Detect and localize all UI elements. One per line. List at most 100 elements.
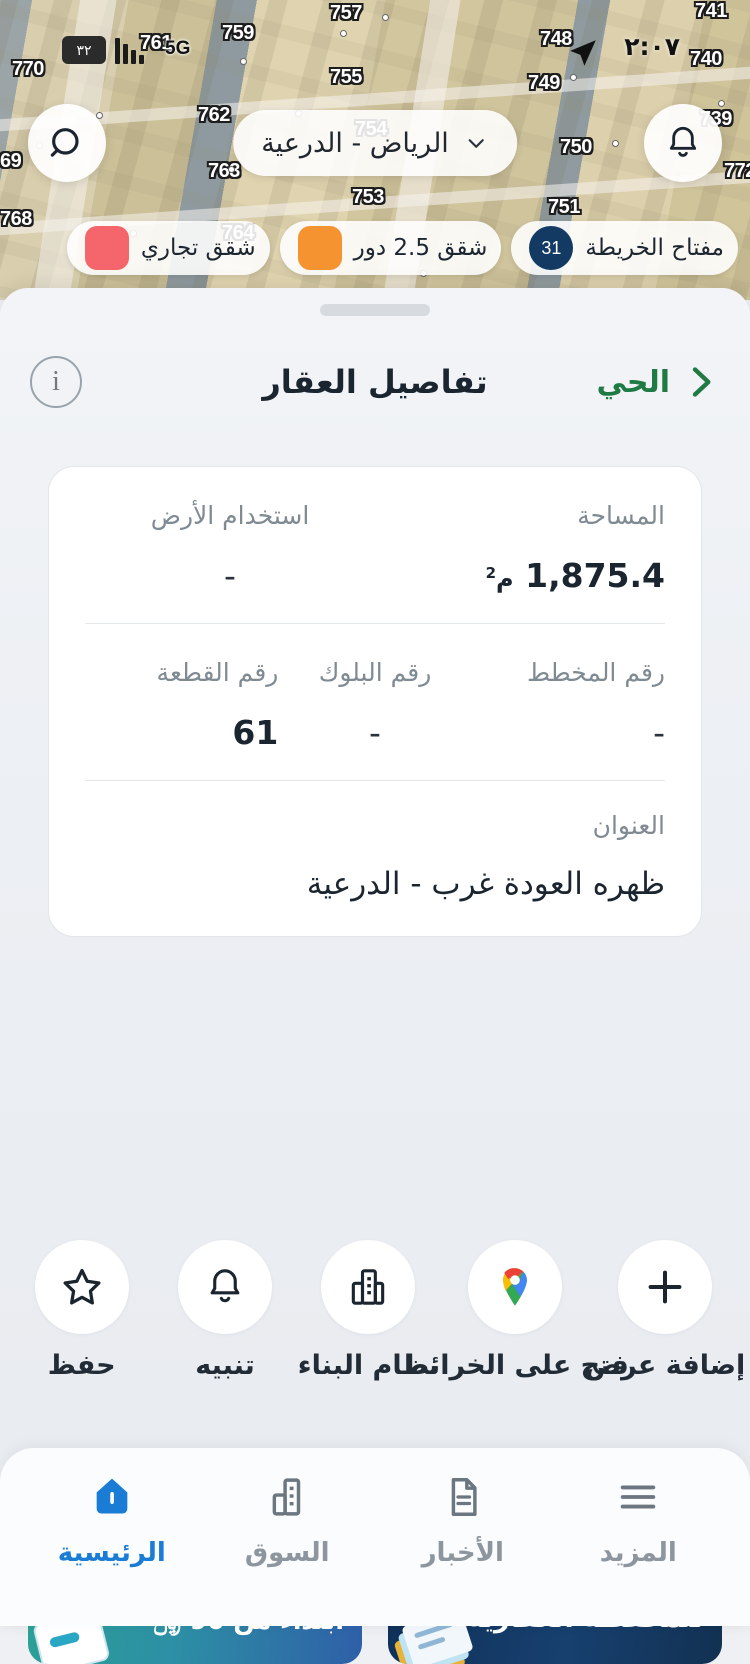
map-legend-chip[interactable]: مفتاح الخريطة 31	[511, 221, 738, 275]
action-label: نظام البناء	[297, 1350, 439, 1381]
map-plot-number: 740	[690, 48, 722, 70]
map-plot-number: 755	[330, 66, 362, 88]
map-plot-number: 763	[208, 160, 240, 182]
map-plot-number: 748	[540, 28, 572, 50]
signal-bars-icon	[115, 36, 144, 64]
bell-icon	[669, 126, 697, 157]
info-glyph: i	[52, 366, 60, 397]
nav-label: المزيد	[599, 1538, 677, 1568]
buildings-icon	[264, 1474, 310, 1524]
clock: ٢:٠٧	[624, 32, 680, 61]
detail-row-area: المساحة 1,875.4 م2 استخدام الأرض -	[85, 467, 665, 623]
map-plot-number: 749	[528, 72, 560, 94]
map-plot-number: 761	[140, 32, 172, 54]
detail-value: -	[369, 713, 381, 752]
legend-color-swatch	[84, 226, 129, 270]
action-label: إضافة عرض	[584, 1350, 746, 1381]
back-label: الحي	[596, 364, 670, 400]
sheet-drag-handle[interactable]	[320, 304, 430, 316]
map-notifications-button[interactable]	[644, 104, 722, 182]
property-details-sheet: الحي تفاصيل العقار i المساحة 1,875.4 م2 …	[0, 288, 750, 1664]
location-arrow-icon	[566, 36, 600, 74]
city-selector[interactable]: الرياض - الدرعية	[233, 110, 517, 176]
action-label: حفظ	[47, 1350, 116, 1381]
detail-cell-land-use: استخدام الأرض -	[85, 501, 375, 595]
detail-key: رقم البلوك	[318, 658, 432, 687]
action-star[interactable]: حفظ	[10, 1240, 153, 1381]
detail-row-address: العنوان ظهره العودة غرب - الدرعية	[85, 780, 665, 936]
plus-icon	[618, 1240, 712, 1334]
nav-item-home-pin[interactable]: الرئيسية	[24, 1474, 200, 1568]
legend-count-badge: 31	[529, 226, 574, 270]
map-plot-number: 753	[352, 186, 384, 208]
detail-key: استخدام الأرض	[150, 501, 310, 530]
map-plot-number: 770	[12, 58, 44, 80]
map-legend-chip[interactable]: شقق تجاري	[66, 221, 270, 275]
property-detail-card: المساحة 1,875.4 م2 استخدام الأرض - رقم ا…	[48, 466, 702, 937]
action-bell[interactable]: تنبيه	[153, 1240, 296, 1381]
chevron-right-icon	[692, 367, 711, 397]
nav-item-hamburger-menu[interactable]: المزيد	[551, 1474, 727, 1568]
detail-value: 61	[232, 713, 279, 752]
map-plot-number: 751	[548, 196, 580, 218]
detail-cell-plan-number: رقم المخطط -	[472, 658, 665, 752]
home-pin-icon	[89, 1474, 135, 1524]
network-label: 5G	[165, 38, 191, 59]
star-icon	[34, 1240, 129, 1334]
map-plot-number: 69	[0, 150, 22, 172]
map-legend-chip[interactable]: شقق 2.5 دور	[279, 221, 502, 275]
detail-key: المساحة	[577, 501, 665, 530]
action-building[interactable]: نظام البناء	[297, 1240, 440, 1381]
legend-label: مفتاح الخريطة	[585, 235, 724, 261]
nav-label: الرئيسية	[57, 1538, 166, 1568]
legend-label: شقق 2.5 دور	[353, 235, 488, 261]
google-maps-pin-icon	[468, 1240, 562, 1334]
info-icon[interactable]: i	[30, 356, 82, 408]
detail-row-numbers: رقم المخطط - رقم البلوك - رقم القطعة 61	[85, 623, 665, 780]
map-plot-number: 759	[222, 22, 254, 44]
detail-key: رقم القطعة	[156, 658, 279, 687]
map-plot-number: 768	[0, 208, 32, 230]
search-icon	[50, 128, 79, 157]
news-document-icon	[440, 1474, 486, 1524]
building-icon	[321, 1240, 416, 1334]
address-value: ظهره العودة غرب - الدرعية	[306, 866, 665, 902]
area-unit: م2	[485, 564, 514, 593]
map-plot-number: 762	[198, 104, 230, 126]
detail-value: -	[653, 713, 665, 752]
city-label: الرياض - الدرعية	[261, 127, 449, 159]
action-label: فتح على الخرائط	[401, 1350, 629, 1381]
detail-key: العنوان	[592, 811, 665, 840]
detail-cell-block-number: رقم البلوك -	[278, 658, 471, 752]
action-buttons-row: إضافة عرض فتح على الخرائط نظام البناء تنبيه…	[0, 1240, 750, 1381]
map-plot-number: 772	[724, 160, 750, 182]
map-search-button[interactable]	[28, 104, 106, 182]
legend-color-swatch	[297, 226, 342, 270]
nav-item-buildings[interactable]: السوق	[200, 1474, 376, 1568]
sheet-header: الحي تفاصيل العقار i	[0, 332, 750, 432]
map-plot-number: 750	[560, 136, 592, 158]
hamburger-menu-icon	[615, 1474, 661, 1524]
bell-icon	[178, 1240, 273, 1334]
action-google-maps-pin[interactable]: فتح على الخرائط	[401, 1240, 629, 1381]
nav-item-news-document[interactable]: الأخبار	[375, 1474, 551, 1568]
detail-cell-address: العنوان ظهره العودة غرب - الدرعية	[85, 811, 665, 902]
legend-label: شقق تجاري	[140, 235, 256, 261]
detail-value: 1,875.4 م2	[375, 556, 665, 595]
battery-indicator: ٣٢	[62, 36, 106, 64]
action-label: تنبيه	[195, 1350, 255, 1381]
back-to-district-button[interactable]: الحي	[596, 362, 720, 402]
status-bar: ٣٢ 5G ٢:٠٧	[0, 0, 750, 90]
bottom-navigation: المزيد الأخبار السوق الرئيسية	[0, 1448, 750, 1626]
chevron-down-icon	[468, 139, 484, 148]
detail-value: -	[224, 556, 236, 595]
detail-key: رقم المخطط	[526, 658, 665, 687]
nav-label: الأخبار	[421, 1538, 504, 1568]
detail-cell-parcel-number: رقم القطعة 61	[85, 658, 279, 752]
map-legend: مفتاح الخريطة 31 شقق 2.5 دور شقق تجاري	[0, 218, 750, 278]
detail-cell-area: المساحة 1,875.4 م2	[375, 501, 665, 595]
map-plot-number: 741	[695, 0, 727, 22]
map-plot-number: 757	[330, 2, 362, 24]
area-value: 1,875.4	[525, 556, 665, 595]
action-plus[interactable]: إضافة عرض	[585, 1240, 745, 1381]
